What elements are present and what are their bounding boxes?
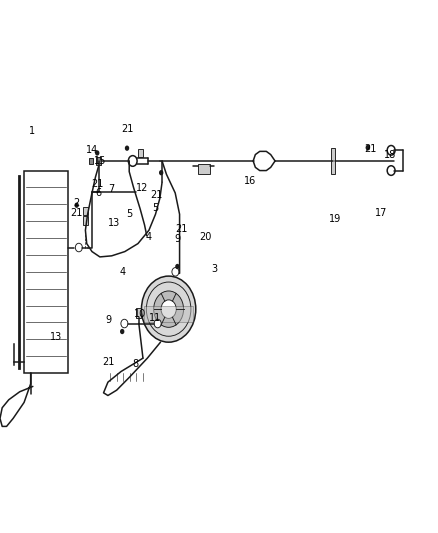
Text: 10: 10 (134, 310, 146, 319)
Text: 18: 18 (384, 150, 396, 159)
Bar (144, 306, 193, 322)
Circle shape (387, 166, 395, 175)
Circle shape (154, 291, 184, 327)
Circle shape (366, 145, 370, 150)
Circle shape (154, 319, 161, 328)
Circle shape (95, 150, 99, 156)
Text: 14: 14 (86, 146, 98, 155)
Text: 20: 20 (200, 232, 212, 242)
Text: 21: 21 (91, 179, 103, 189)
Text: 6: 6 (95, 188, 102, 198)
Text: 8: 8 (133, 359, 139, 368)
Text: 1: 1 (28, 126, 35, 135)
Bar (96, 157, 101, 165)
Circle shape (75, 243, 82, 252)
Text: 15: 15 (94, 156, 106, 166)
Bar (136, 308, 141, 318)
Text: 9: 9 (174, 234, 180, 244)
Circle shape (125, 146, 129, 151)
Circle shape (172, 268, 179, 276)
Text: 13: 13 (108, 218, 120, 228)
Bar (83, 216, 88, 225)
Text: 12: 12 (136, 183, 148, 192)
Text: 21: 21 (71, 208, 83, 218)
Text: 7: 7 (109, 184, 115, 194)
Text: 13: 13 (50, 332, 62, 342)
Text: 9: 9 (106, 315, 112, 325)
Circle shape (121, 319, 128, 328)
Text: 21: 21 (102, 358, 115, 367)
Text: 11: 11 (149, 313, 162, 323)
Circle shape (387, 146, 395, 155)
Circle shape (128, 156, 137, 166)
Bar (83, 207, 88, 215)
Bar (331, 148, 335, 174)
Circle shape (141, 276, 196, 342)
Circle shape (120, 329, 124, 334)
Text: 21: 21 (121, 124, 133, 134)
Text: 3: 3 (212, 264, 218, 274)
Text: 16: 16 (244, 176, 256, 186)
Bar (89, 158, 93, 164)
Text: 21: 21 (364, 144, 376, 154)
Circle shape (366, 145, 370, 150)
Circle shape (175, 264, 180, 269)
Text: 4: 4 (146, 232, 152, 242)
Circle shape (74, 203, 79, 208)
Text: 2: 2 (74, 198, 80, 207)
Text: 21: 21 (151, 190, 163, 199)
Text: 5: 5 (152, 203, 159, 213)
Text: 17: 17 (375, 208, 387, 218)
Text: 21: 21 (176, 224, 188, 234)
Circle shape (161, 300, 176, 318)
Text: 19: 19 (329, 214, 341, 223)
Bar (138, 149, 143, 157)
Bar (198, 164, 210, 174)
Bar (24, 171, 68, 373)
Text: 4: 4 (120, 267, 126, 277)
Text: 5: 5 (126, 209, 132, 219)
Circle shape (159, 170, 163, 175)
